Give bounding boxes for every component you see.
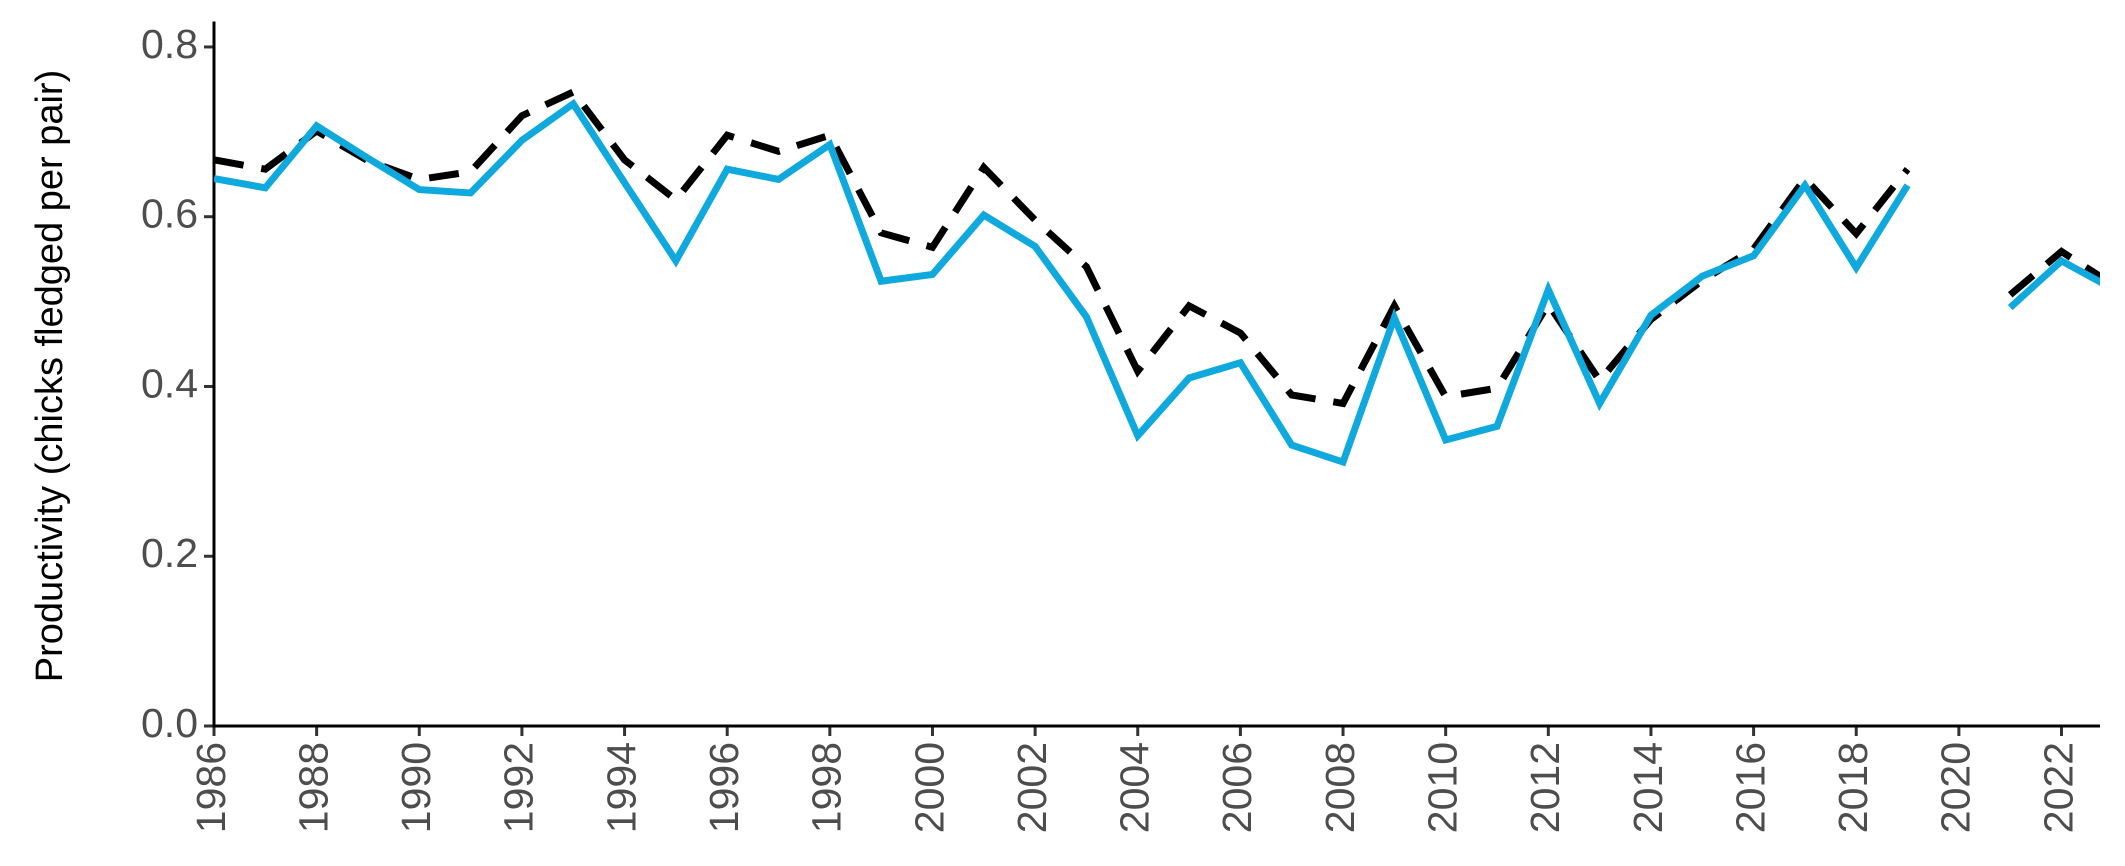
y-tick-label: 0.6 (141, 191, 198, 237)
x-tick-label: 1986 (188, 742, 234, 833)
plot-area (214, 87, 2100, 467)
x-tick-label: 2014 (1625, 742, 1671, 833)
x-tick-label: 1988 (290, 742, 336, 833)
x-tick-label: 2012 (1522, 742, 1568, 833)
x-tick-label: 1994 (598, 742, 644, 833)
x-tick-label: 2000 (906, 742, 952, 833)
x-tick-label: 1992 (496, 742, 542, 833)
x-tick-label: 2008 (1317, 742, 1363, 833)
x-tick-label: 2004 (1112, 742, 1158, 833)
x-tick-label: 1998 (804, 742, 850, 833)
x-tick-label: 2018 (1830, 742, 1876, 833)
x-tick-label: 1990 (393, 742, 439, 833)
x-tick-label: 2002 (1009, 742, 1055, 833)
x-tick-label: 1996 (701, 742, 747, 833)
series-line (214, 98, 2100, 467)
x-tick-label: 2020 (1933, 742, 1979, 833)
x-tick-label: 2010 (1420, 742, 1466, 833)
y-tick-label: 0.0 (141, 700, 198, 746)
y-tick-label: 0.2 (141, 530, 198, 576)
y-axis-label: Productivity (chicks fledged per pair) (29, 70, 71, 682)
x-tick-label: 2006 (1214, 742, 1260, 833)
y-tick-label: 0.4 (141, 360, 198, 406)
y-tick-label: 0.8 (141, 21, 198, 67)
x-tick-label: 2022 (2035, 742, 2081, 833)
x-tick-label: 2016 (1727, 742, 1773, 833)
series-line (214, 87, 2100, 408)
